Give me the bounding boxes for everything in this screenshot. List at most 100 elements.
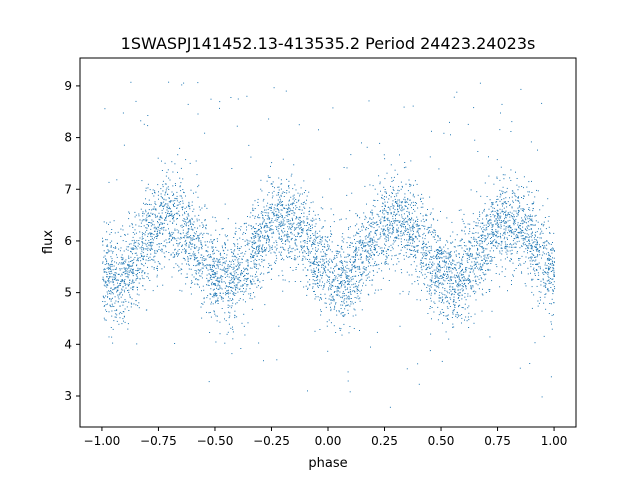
- data-point: [543, 224, 545, 226]
- data-point: [331, 259, 333, 261]
- data-point: [302, 251, 304, 253]
- data-point: [226, 333, 228, 335]
- data-point: [371, 214, 373, 216]
- data-point: [499, 129, 501, 131]
- data-point: [423, 232, 425, 234]
- data-point: [116, 256, 118, 258]
- data-point: [296, 217, 298, 219]
- data-point: [203, 258, 205, 260]
- data-point: [221, 245, 223, 247]
- data-point: [419, 263, 421, 265]
- data-point: [505, 226, 507, 227]
- data-point: [444, 280, 446, 282]
- data-point: [191, 217, 193, 219]
- data-point: [296, 201, 298, 203]
- data-point: [471, 253, 473, 255]
- data-point: [213, 272, 215, 274]
- data-point: [299, 222, 301, 224]
- data-point: [229, 283, 230, 285]
- data-point: [128, 271, 130, 273]
- data-point: [385, 259, 387, 261]
- data-point: [482, 263, 484, 265]
- data-point: [424, 258, 426, 259]
- data-point: [481, 234, 483, 236]
- data-point: [287, 236, 289, 238]
- data-point: [383, 254, 385, 256]
- data-point: [153, 224, 155, 226]
- data-point: [438, 287, 440, 289]
- data-point: [364, 246, 366, 248]
- data-point: [489, 256, 491, 258]
- data-point: [372, 242, 374, 244]
- data-point: [233, 237, 235, 238]
- data-point: [396, 236, 398, 238]
- data-point: [354, 267, 356, 269]
- data-point: [280, 183, 282, 185]
- data-point: [324, 270, 325, 272]
- data-point: [129, 212, 130, 214]
- data-point: [477, 247, 478, 249]
- data-point: [427, 313, 429, 314]
- data-point: [137, 245, 139, 247]
- data-point: [145, 239, 147, 241]
- data-point: [293, 258, 295, 260]
- data-point: [403, 254, 405, 256]
- data-point: [380, 218, 382, 220]
- data-point: [396, 263, 398, 265]
- data-point: [411, 202, 412, 204]
- data-point: [243, 223, 245, 225]
- data-point: [379, 211, 381, 212]
- data-point: [196, 218, 198, 220]
- data-point: [158, 191, 159, 193]
- data-point: [259, 265, 261, 267]
- data-point: [198, 235, 200, 236]
- data-point: [267, 208, 269, 210]
- data-point: [285, 212, 287, 214]
- data-point: [210, 234, 212, 236]
- data-point: [261, 247, 263, 249]
- data-point: [115, 276, 117, 278]
- data-point: [293, 202, 295, 204]
- data-point: [113, 276, 115, 278]
- data-point: [549, 232, 551, 234]
- data-point: [318, 269, 320, 271]
- data-point: [302, 229, 304, 231]
- data-point: [368, 294, 370, 296]
- data-point: [305, 275, 307, 277]
- data-point: [225, 257, 227, 259]
- data-point: [303, 221, 305, 223]
- data-point: [125, 241, 127, 242]
- data-point: [375, 234, 377, 236]
- data-point: [314, 244, 316, 245]
- data-point: [266, 247, 268, 249]
- data-point: [172, 252, 174, 254]
- data-point: [246, 239, 248, 241]
- data-point: [407, 190, 409, 192]
- data-point: [238, 264, 240, 266]
- data-point: [456, 285, 458, 287]
- data-point: [484, 256, 486, 258]
- data-point: [124, 234, 126, 236]
- data-point: [146, 219, 148, 221]
- data-point: [463, 271, 465, 273]
- data-point: [328, 279, 330, 281]
- data-point: [440, 250, 442, 252]
- data-point: [370, 265, 372, 267]
- data-point: [122, 280, 123, 282]
- data-point: [506, 246, 508, 248]
- data-point: [496, 216, 498, 218]
- data-point: [108, 277, 110, 279]
- data-point: [146, 224, 148, 225]
- data-point: [352, 303, 354, 305]
- data-point: [521, 245, 523, 247]
- data-point: [398, 261, 400, 263]
- data-point: [546, 240, 548, 242]
- data-point: [168, 242, 170, 243]
- data-point: [266, 230, 268, 232]
- data-point: [496, 195, 498, 197]
- data-point: [254, 283, 256, 285]
- data-point: [524, 213, 526, 215]
- data-point: [108, 264, 110, 266]
- data-point: [172, 203, 174, 205]
- data-point: [232, 298, 233, 300]
